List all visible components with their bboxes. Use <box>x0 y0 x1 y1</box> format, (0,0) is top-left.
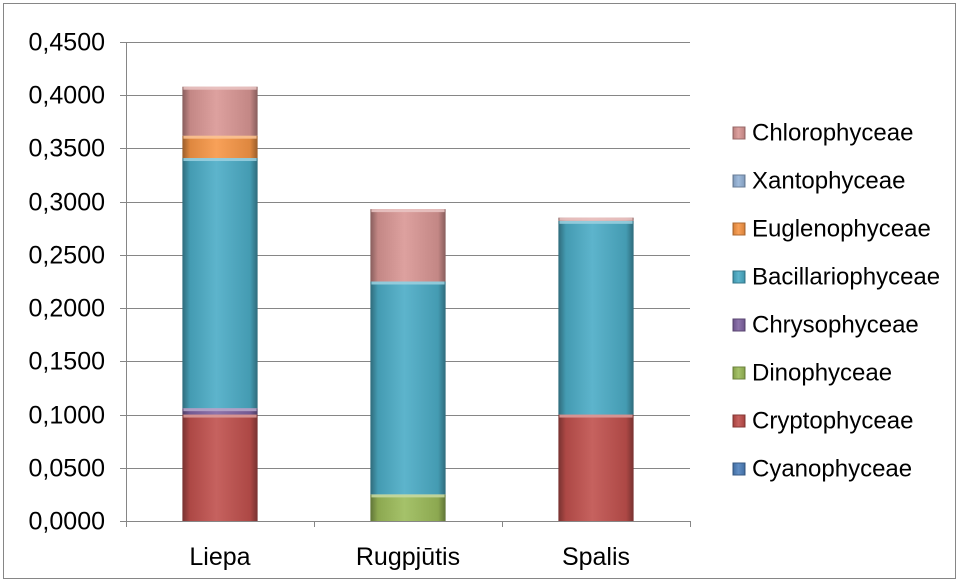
legend-label: Cryptophyceae <box>752 408 913 435</box>
bar-segment-top-edge <box>371 281 445 285</box>
bar-segment-spalis-cryptophyceae <box>558 414 634 521</box>
legend-item-cryptophyceae: Cryptophyceae <box>732 408 913 435</box>
bar-segment-top-edge <box>183 158 257 162</box>
bars <box>182 86 634 521</box>
legend-swatch <box>732 126 746 140</box>
legend-item-chlorophyceae: Chlorophyceae <box>732 120 913 147</box>
legend-label: Dinophyceae <box>752 360 892 387</box>
x-tick-label: Spalis <box>562 543 630 571</box>
y-tick-label: 0,0500 <box>29 455 105 483</box>
bar-segment-top-edge <box>559 220 633 224</box>
bar-segment-liepa-chlorophyceae <box>182 86 258 136</box>
legend-label: Bacillariophyceae <box>752 264 940 291</box>
legend: Chlorophyceae Xantophyceae Euglenophyceae B… <box>732 120 940 483</box>
legend-label: Euglenophyceae <box>752 216 931 243</box>
bar-stack-rugpjutis <box>370 209 446 521</box>
legend-item-bacillariophyceae: Bacillariophyceae <box>732 264 940 291</box>
legend-item-dinophyceae: Dinophyceae <box>732 360 892 387</box>
bar-segment-top-edge <box>183 135 257 139</box>
legend-item-chrysophyceae: Chrysophyceae <box>732 312 919 339</box>
legend-swatch <box>732 318 746 332</box>
bar-stack-spalis <box>558 217 634 521</box>
y-tick-label: 0,4000 <box>29 82 105 110</box>
legend-swatch <box>732 462 746 476</box>
legend-swatch <box>732 174 746 188</box>
bar-segment-top-edge <box>559 217 633 221</box>
legend-label: Cyanophyceae <box>752 456 912 483</box>
legend-item-euglenophyceae: Euglenophyceae <box>732 216 931 243</box>
bar-stack-liepa <box>182 86 258 521</box>
x-tick-label: Liepa <box>189 543 250 571</box>
legend-label: Chrysophyceae <box>752 312 919 339</box>
bar-segment-rugpjutis-bacillariophyceae <box>370 281 446 495</box>
y-tick-label: 0,1500 <box>29 348 105 376</box>
x-axis: Liepa Rugpjūtis Spalis <box>126 521 691 571</box>
bar-segment-top-edge <box>183 408 257 412</box>
bar-segment-top-edge <box>559 414 633 418</box>
legend-item-xantophyceae: Xantophyceae <box>732 168 905 195</box>
legend-label: Chlorophyceae <box>752 120 913 147</box>
bar-segment-rugpjutis-dinophyceae <box>370 494 446 521</box>
legend-label: Xantophyceae <box>752 168 905 195</box>
y-tick-label: 0,2500 <box>29 242 105 270</box>
y-tick-label: 0,2000 <box>29 295 105 323</box>
y-tick-label: 0,1000 <box>29 402 105 430</box>
bar-segment-liepa-euglenophyceae <box>182 135 258 159</box>
y-tick-label: 0,3500 <box>29 135 105 163</box>
bar-segment-top-edge <box>371 209 445 213</box>
bar-segment-liepa-bacillariophyceae <box>182 158 258 409</box>
bar-segment-top-edge <box>371 494 445 498</box>
bar-segment-liepa-cryptophyceae <box>182 414 258 521</box>
legend-swatch <box>732 270 746 284</box>
y-tick-label: 0,3000 <box>29 189 105 217</box>
bar-segment-liepa-chrysophyceae <box>182 408 258 415</box>
legend-swatch <box>732 222 746 236</box>
bar-segment-rugpjutis-chlorophyceae <box>370 209 446 282</box>
chart-border <box>3 3 956 579</box>
bar-segment-spalis-bacillariophyceae <box>558 220 634 415</box>
bar-segment-top-edge <box>183 414 257 418</box>
y-tick-label: 0,0000 <box>29 508 105 536</box>
bar-segment-top-edge <box>183 86 257 90</box>
y-tick-label: 0,4500 <box>29 29 105 57</box>
legend-swatch <box>732 366 746 380</box>
y-axis: 0,0000 0,0500 0,1000 0,1500 0,2000 0,2500 0,30… <box>29 29 127 536</box>
legend-item-cyanophyceae: Cyanophyceae <box>732 456 912 483</box>
legend-swatch <box>732 414 746 428</box>
x-tick-label: Rugpjūtis <box>356 543 460 571</box>
